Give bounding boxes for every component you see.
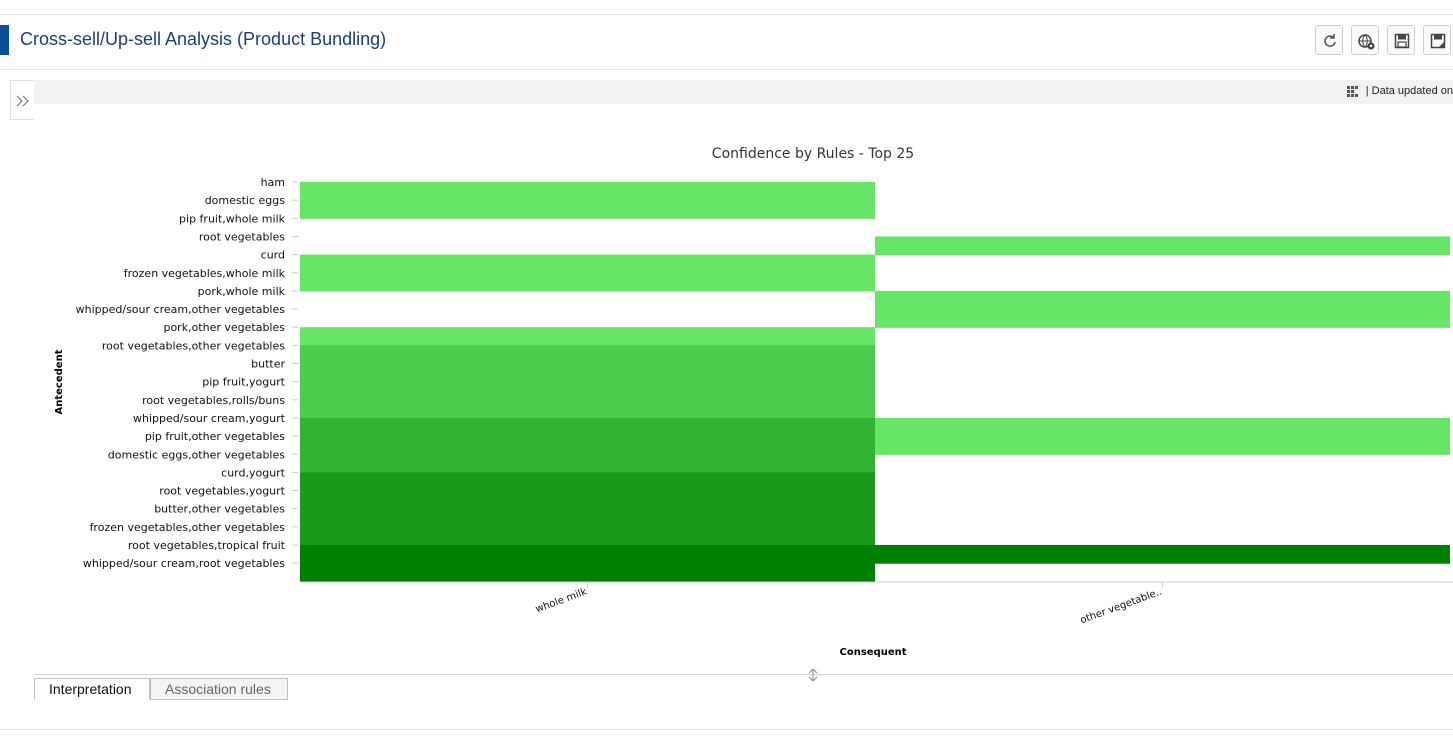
toolbar xyxy=(1313,25,1453,59)
y-tick-label: curd xyxy=(261,249,285,262)
save-button[interactable] xyxy=(1387,25,1415,55)
y-tick-label: pip fruit,other vegetables xyxy=(145,430,285,443)
heatmap-cell[interactable] xyxy=(300,454,875,473)
save-icon xyxy=(1394,33,1410,49)
y-tick-label: butter,other vegetables xyxy=(154,503,285,516)
heatmap-cell[interactable] xyxy=(300,272,875,292)
refresh-icon xyxy=(1324,34,1336,47)
y-tick-label: root vegetables,tropical fruit xyxy=(128,539,286,552)
data-updated-text: | Data updated on xyxy=(1366,85,1453,97)
x-tick-label: other vegetable.. xyxy=(1079,586,1164,626)
y-tick-label: whipped/sour cream,root vegetables xyxy=(83,557,285,570)
heatmap-cell[interactable] xyxy=(300,436,875,455)
double-chevron-right-icon xyxy=(16,95,29,107)
y-tick-label: root vegetables,yogurt xyxy=(159,485,285,498)
y-tick-label: butter xyxy=(251,358,285,371)
page-header: Cross-sell/Up-sell Analysis (Product Bun… xyxy=(0,15,1453,70)
heatmap-cell[interactable] xyxy=(875,417,1450,437)
expand-panel-button[interactable] xyxy=(10,80,34,120)
heatmap-cell[interactable] xyxy=(300,182,875,201)
heatmap-cell[interactable] xyxy=(300,399,875,419)
heatmap-cell[interactable] xyxy=(300,490,875,510)
heatmap-cell[interactable] xyxy=(300,327,875,346)
y-tick-label: root vegetables,other vegetables xyxy=(102,339,285,352)
title-accent-bar xyxy=(0,25,9,55)
y-tick-label: frozen vegetables,whole milk xyxy=(124,267,286,280)
y-tick-label: pork,other vegetables xyxy=(163,321,285,334)
heatmap-cell[interactable] xyxy=(300,254,875,274)
tab-interpretation[interactable]: Interpretation xyxy=(34,678,150,700)
grid-icon xyxy=(1347,86,1358,97)
heatmap-chart: Confidence by Rules - Top 25 ham domestic… xyxy=(0,130,1453,665)
page-title: Cross-sell/Up-sell Analysis (Product Bun… xyxy=(20,29,387,49)
heatmap-cell[interactable] xyxy=(875,545,1450,564)
info-separator: | xyxy=(1365,85,1369,97)
y-tick-label: ham xyxy=(261,176,285,189)
bottom-border xyxy=(0,729,1453,730)
y-tick-label: frozen vegetables,other vegetables xyxy=(90,521,286,534)
heatmap-cell[interactable] xyxy=(300,526,875,546)
globe-settings-button[interactable] xyxy=(1351,25,1379,55)
y-tick-label: root vegetables,rolls/buns xyxy=(142,394,285,407)
heatmap-cell[interactable] xyxy=(875,236,1450,256)
y-tick-label: whipped/sour cream,yogurt xyxy=(133,412,286,425)
chart-title: Confidence by Rules - Top 25 xyxy=(712,146,914,162)
y-tick-label: domestic eggs,other vegetables xyxy=(108,448,285,461)
y-tick-label: pip fruit,whole milk xyxy=(179,212,286,225)
info-bar: | Data updated on xyxy=(34,80,1453,104)
globe-settings-icon xyxy=(1358,34,1375,50)
heatmap-svg: Confidence by Rules - Top 25 ham domestic… xyxy=(54,146,1453,658)
y-tick-label: pip fruit,yogurt xyxy=(202,376,285,389)
heatmap-cell[interactable] xyxy=(300,472,875,492)
splitter-handle-icon[interactable] xyxy=(806,669,820,681)
y-tick-label: domestic eggs xyxy=(205,194,286,207)
heatmap-cell[interactable] xyxy=(300,345,875,365)
heatmap-cell[interactable] xyxy=(300,545,875,564)
heatmap-cell[interactable] xyxy=(300,508,875,528)
y-tick-label: root vegetables xyxy=(199,230,285,243)
heatmap-cell[interactable] xyxy=(300,417,875,437)
x-tick-label: whole milk xyxy=(534,586,589,615)
save-as-icon xyxy=(1430,33,1446,49)
heatmap-cell[interactable] xyxy=(875,436,1450,455)
y-tick-label: pork,whole milk xyxy=(198,285,286,298)
y-tick-label: curd,yogurt xyxy=(221,466,286,479)
panel-divider xyxy=(34,674,1453,675)
heatmap-cell[interactable] xyxy=(300,363,875,383)
y-axis-label: Antecedent xyxy=(54,349,65,414)
data-updated-label: Data updated on xyxy=(1371,85,1453,97)
top-border xyxy=(0,14,1453,15)
save-as-button[interactable] xyxy=(1423,25,1451,55)
y-tick-label: whipped/sour cream,other vegetables xyxy=(76,303,286,316)
heatmap-cell[interactable] xyxy=(875,290,1450,310)
x-axis-label: Consequent xyxy=(839,647,906,658)
heatmap-cell[interactable] xyxy=(875,309,1450,328)
tab-association-rules[interactable]: Association rules xyxy=(150,678,288,700)
heatmap-cell[interactable] xyxy=(300,381,875,401)
heatmap-cell[interactable] xyxy=(300,200,875,219)
refresh-button[interactable] xyxy=(1315,25,1343,55)
heatmap-cell[interactable] xyxy=(300,563,875,582)
